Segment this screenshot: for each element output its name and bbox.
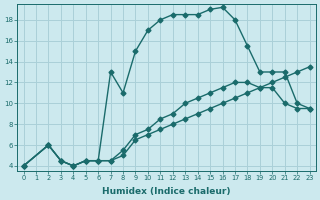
X-axis label: Humidex (Indice chaleur): Humidex (Indice chaleur): [102, 187, 231, 196]
